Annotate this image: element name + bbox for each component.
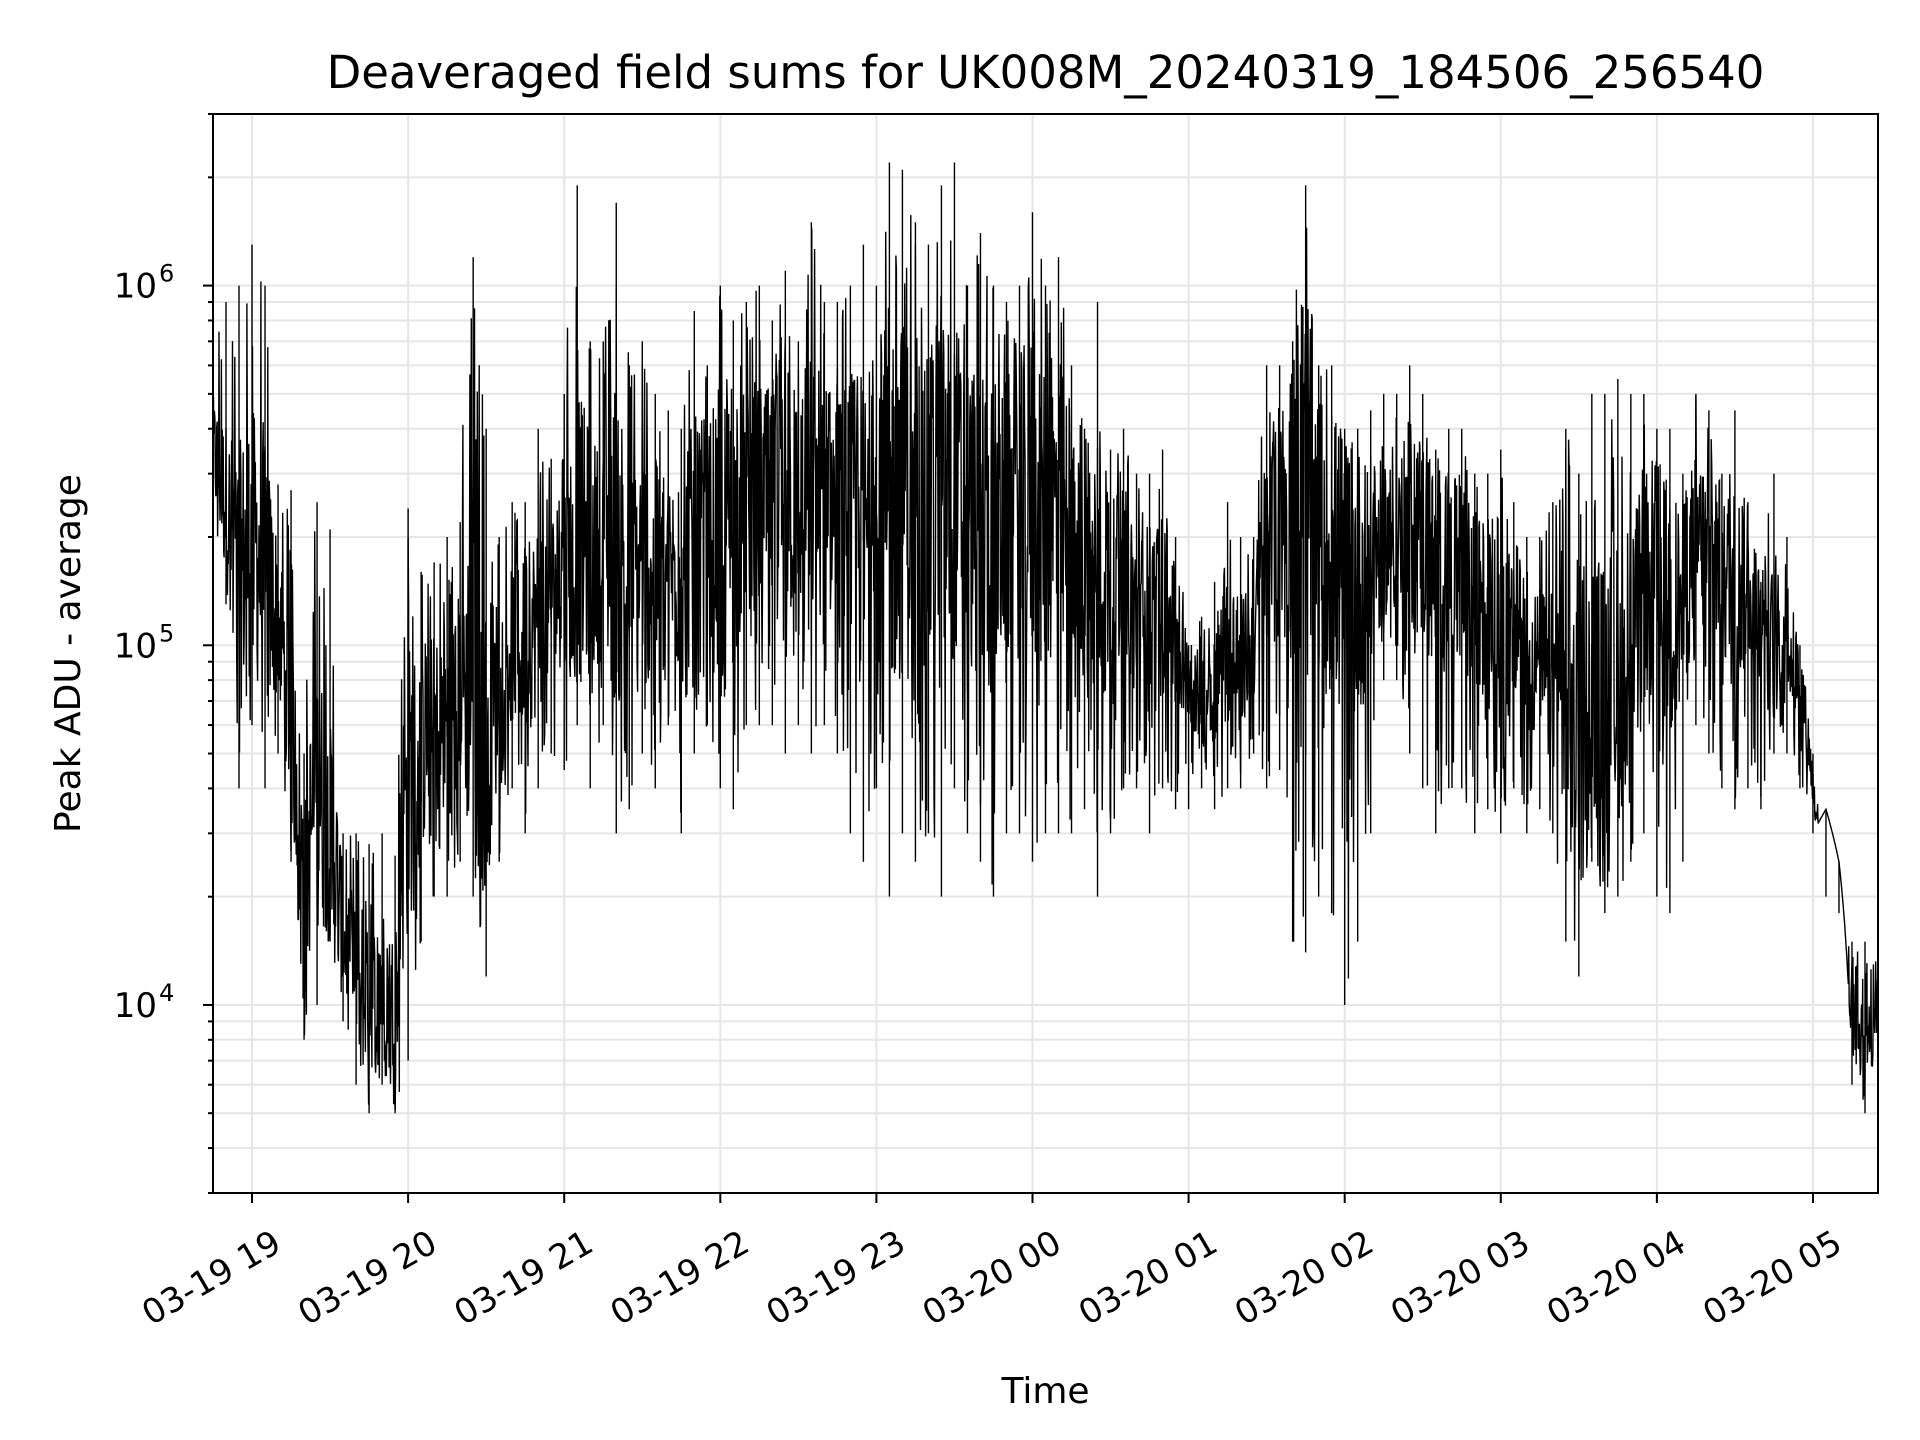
y-tick-exponent: 5 <box>159 619 174 647</box>
y-tick-label: 10 <box>114 267 157 307</box>
y-tick-label: 10 <box>114 626 157 666</box>
y-tick-label: 10 <box>114 986 157 1026</box>
y-axis-title: Peak ADU - average <box>48 474 89 833</box>
y-tick-exponent: 6 <box>159 260 174 288</box>
x-axis-title: Time <box>1000 1371 1089 1412</box>
plot-frame <box>212 113 1879 1194</box>
y-tick-exponent: 4 <box>159 979 174 1007</box>
series-0 <box>212 162 1879 1114</box>
series-layer <box>212 162 1879 1114</box>
chart-title: Deaveraged field sums for UK008M_2024031… <box>327 46 1765 99</box>
